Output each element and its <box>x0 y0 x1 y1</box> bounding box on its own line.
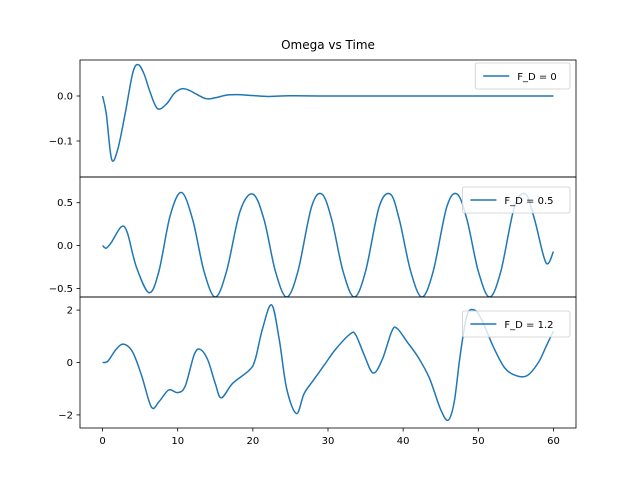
series-line-3 <box>102 304 555 422</box>
x-tick-label: 60 <box>547 436 560 447</box>
y-tick-label: 0.5 <box>57 198 73 209</box>
x-tick-label: 50 <box>472 436 485 447</box>
legend-label: F_D = 1.2 <box>504 320 553 331</box>
y-tick-label: 0 <box>67 358 73 369</box>
y-tick-label: −0.1 <box>49 137 73 148</box>
y-tick-label: 0.0 <box>57 241 73 252</box>
series-line-2 <box>102 191 555 297</box>
legend-box <box>474 62 571 90</box>
y-tick-label: −2 <box>58 410 73 421</box>
legend-box <box>461 310 571 338</box>
legend-label: F_D = 0 <box>517 72 557 83</box>
series-line-1 <box>101 63 554 162</box>
legend-2: F_D = 0.5 <box>461 186 571 214</box>
y-tick-label: 0.0 <box>57 92 73 103</box>
x-tick-label: 20 <box>246 436 259 447</box>
legend-box <box>461 186 571 214</box>
legend-3: F_D = 1.2 <box>461 310 571 338</box>
y-tick-label: 2 <box>67 306 73 317</box>
plot-area: 0.0−0.1F_D = 00.50.0−0.5F_D = 0.520−2F_D… <box>49 59 577 447</box>
x-tick-label: 40 <box>397 436 410 447</box>
x-tick-label: 30 <box>322 436 335 447</box>
x-tick-label: 10 <box>171 436 184 447</box>
x-tick-label: 0 <box>99 436 105 447</box>
chart-title: Omega vs Time <box>281 38 375 52</box>
y-tick-label: −0.5 <box>49 284 73 295</box>
legend-label: F_D = 0.5 <box>504 196 553 207</box>
legend-1: F_D = 0 <box>474 62 571 90</box>
